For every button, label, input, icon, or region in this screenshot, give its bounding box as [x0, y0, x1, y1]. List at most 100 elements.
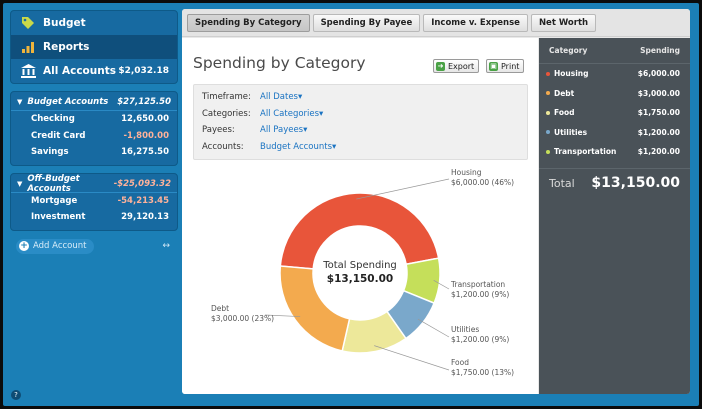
- summary-category: Utilities: [554, 127, 588, 137]
- all-accounts-balance: $2,032.18: [118, 66, 169, 76]
- account-name: Mortgage: [31, 195, 78, 206]
- spending-donut-chart: Total Spending $13,150.00 Housing$6,000.…: [211, 168, 514, 377]
- summary-row: Housing $6,000.00: [539, 64, 690, 84]
- sidebar: Budget Reports All Accounts $2,032.18 ▼ …: [10, 10, 178, 400]
- payees-dropdown[interactable]: All Payees▾: [260, 125, 308, 136]
- help-icon[interactable]: ?: [11, 390, 21, 400]
- summary-category: Debt: [554, 88, 575, 98]
- print-button[interactable]: ▣ Print: [486, 59, 525, 73]
- sidebar-nav: Budget Reports All Accounts $2,032.18: [10, 10, 178, 84]
- filter-timeframe: Timeframe: All Dates▾: [202, 89, 519, 106]
- collapse-triangle-icon[interactable]: ▼: [17, 179, 23, 188]
- print-icon: ▣: [489, 61, 498, 71]
- budget-accounts-header[interactable]: ▼ Budget Accounts $27,125.50: [11, 94, 177, 111]
- filter-label: Payees:: [202, 125, 235, 136]
- slice-label-value: $1,750.00 (13%): [451, 368, 514, 377]
- slice-housing[interactable]: [279, 192, 440, 270]
- add-account-label: Add Account: [33, 241, 87, 251]
- account-balance: -1,800.00: [123, 130, 169, 141]
- leader-line: [356, 178, 450, 200]
- filter-label: Accounts:: [202, 141, 244, 152]
- account-investment[interactable]: Investment 29,120.13: [11, 209, 177, 226]
- leader-line: [417, 318, 450, 338]
- account-credit-card[interactable]: Credit Card -1,800.00: [11, 128, 177, 145]
- plus-icon: +: [19, 241, 29, 251]
- budget-accounts-label: Budget Accounts: [27, 97, 109, 107]
- nav-reports[interactable]: Reports: [11, 35, 177, 59]
- summary-total: Total $13,150.00: [539, 167, 690, 198]
- nav-budget[interactable]: Budget: [11, 11, 177, 35]
- timeframe-dropdown[interactable]: All Dates▾: [260, 92, 303, 103]
- budget-accounts-total: $27,125.50: [117, 97, 171, 107]
- add-account-button[interactable]: + Add Account: [16, 238, 95, 254]
- slice-label-name: Utilities: [451, 325, 479, 334]
- tab-spending-by-payee[interactable]: Spending By Payee: [312, 13, 421, 32]
- swap-arrows-icon[interactable]: ↔: [162, 241, 170, 251]
- account-checking[interactable]: Checking 12,650.00: [11, 111, 177, 128]
- nav-all-accounts-label: All Accounts: [43, 65, 116, 77]
- tab-net-worth[interactable]: Net Worth: [530, 13, 597, 32]
- account-savings[interactable]: Savings 16,275.50: [11, 144, 177, 161]
- summary-row: Utilities $1,200.00: [539, 123, 690, 143]
- leader-line: [264, 314, 301, 317]
- main-panel: Spending By Category Spending By Payee I…: [182, 9, 690, 394]
- report-filters: Timeframe: All Dates▾ Categories: All Ca…: [193, 84, 528, 160]
- filter-accounts: Accounts: Budget Accounts▾: [202, 139, 519, 156]
- app-window: Budget Reports All Accounts $2,032.18 ▼ …: [3, 3, 699, 406]
- total-value: $13,150.00: [591, 175, 680, 191]
- account-name: Credit Card: [31, 130, 86, 141]
- print-label: Print: [501, 61, 520, 71]
- summary-panel: Category Spending Housing $6,000.00 Debt $3…: [539, 38, 690, 394]
- slice-label-value: $1,200.00 (9%): [451, 290, 509, 299]
- budget-accounts-group: ▼ Budget Accounts $27,125.50 Checking 12…: [10, 91, 178, 166]
- reports-chart-icon: [19, 39, 37, 55]
- center-value: $13,150.00: [327, 273, 393, 285]
- filter-categories: Categories: All Categories▾: [202, 106, 519, 123]
- summary-amount: $1,200.00: [637, 127, 680, 137]
- account-balance: 29,120.13: [121, 212, 169, 223]
- summary-category: Food: [554, 108, 575, 118]
- slice-label-value: $6,000.00 (46%): [451, 178, 514, 187]
- nav-budget-label: Budget: [43, 17, 86, 29]
- leader-line: [374, 345, 450, 371]
- off-budget-accounts-label: Off-Budget Accounts: [27, 173, 80, 194]
- accounts-dropdown[interactable]: Budget Accounts▾: [260, 141, 337, 152]
- tab-income-v-expense[interactable]: Income v. Expense: [423, 13, 528, 32]
- bank-icon: [19, 63, 37, 79]
- col-spending: Spending: [640, 46, 680, 55]
- categories-dropdown[interactable]: All Categories▾: [260, 108, 324, 119]
- export-label: Export: [448, 61, 475, 71]
- slice-debt[interactable]: [279, 265, 351, 352]
- export-button[interactable]: ➜ Export: [433, 59, 480, 73]
- budget-tag-icon: [19, 15, 37, 31]
- account-balance: -54,213.45: [117, 195, 169, 206]
- summary-row: Food $1,750.00: [539, 103, 690, 123]
- off-budget-accounts-header[interactable]: ▼ Off-Budget Accounts -$25,093.32: [11, 173, 177, 194]
- legend-dot: [546, 71, 550, 76]
- report-tabs: Spending By Category Spending By Payee I…: [182, 9, 690, 37]
- summary-row: Debt $3,000.00: [539, 84, 690, 104]
- report-content: Spending by Category ➜ Export ▣ Print Ti…: [182, 38, 538, 394]
- summary-header: Category Spending: [539, 38, 690, 64]
- summary-rows: Housing $6,000.00 Debt $3,000.00 Food $1,750.…: [539, 64, 690, 162]
- nav-all-accounts[interactable]: All Accounts $2,032.18: [11, 59, 177, 83]
- account-name: Checking: [31, 114, 75, 125]
- summary-row: Transportation $1,200.00: [539, 142, 690, 162]
- summary-category: Transportation: [554, 147, 617, 157]
- off-budget-accounts-group: ▼ Off-Budget Accounts -$25,093.32 Mortga…: [10, 172, 178, 231]
- legend-dot: [546, 130, 550, 135]
- add-account-row: + Add Account ↔: [10, 238, 178, 254]
- account-balance: 16,275.50: [121, 147, 169, 158]
- slice-label-value: $3,000.00 (23%): [211, 314, 274, 323]
- total-label: Total: [549, 176, 575, 190]
- legend-dot: [546, 149, 550, 154]
- summary-amount: $1,200.00: [637, 147, 680, 157]
- tab-spending-by-category[interactable]: Spending By Category: [187, 13, 310, 32]
- slice-label-name: Transportation: [450, 280, 505, 289]
- collapse-triangle-icon[interactable]: ▼: [17, 98, 23, 106]
- account-name: Savings: [31, 147, 69, 158]
- off-budget-accounts-total: -$25,093.32: [113, 178, 171, 189]
- col-category: Category: [549, 46, 588, 55]
- account-mortgage[interactable]: Mortgage -54,213.45: [11, 193, 177, 210]
- legend-dot: [546, 110, 550, 115]
